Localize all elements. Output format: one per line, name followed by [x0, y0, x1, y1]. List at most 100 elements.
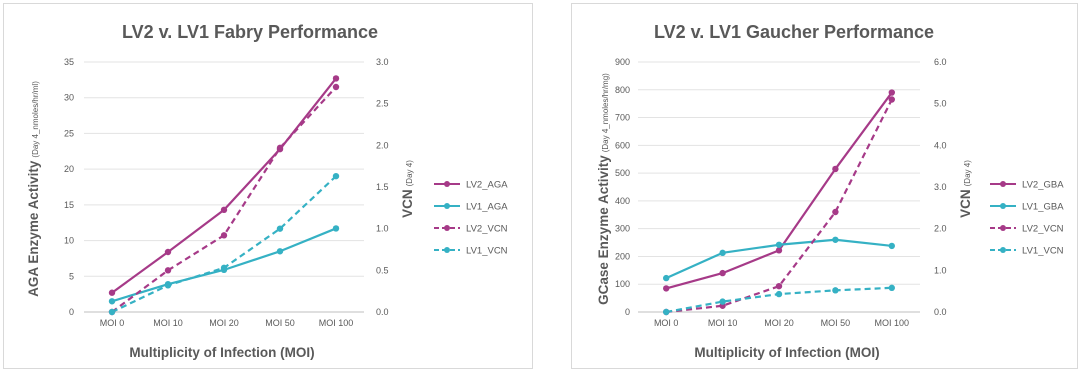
data-point-lv2_gba: [832, 165, 839, 173]
y-tick-label: 0: [625, 307, 630, 317]
legend-label: LV1_VCN: [1022, 246, 1064, 257]
y-tick-label: 35: [64, 57, 74, 67]
legend-label: LV1_VCN: [466, 246, 508, 257]
data-point-lv2_vcn: [164, 267, 172, 274]
data-point-lv1_gba: [719, 249, 726, 257]
y-tick-label: 30: [64, 93, 74, 103]
x-axis-title: Multiplicity of Infection (MOI): [694, 345, 879, 360]
x-tick-label: MOI 100: [875, 318, 910, 328]
data-point-lv2_vcn: [276, 144, 284, 152]
y-axis-title: AGA Enzyme Activity (Day 4_nmoles/hr/ml): [26, 81, 41, 297]
data-point-lv1_vcn: [719, 298, 726, 305]
x-tick-label: MOI 50: [265, 318, 295, 328]
fabry-chart-panel: LV2 v. LV1 Fabry Performance 0 5 10 15 20 25 3…: [3, 3, 533, 369]
legend: LV2_AGA LV1_AGA LV2_VCN LV1_VCN: [434, 180, 508, 257]
data-point-lv2_gba: [719, 269, 726, 277]
legend-marker: [1000, 225, 1006, 231]
data-point-lv2_aga: [332, 75, 340, 82]
y2-tick-label: 3.0: [376, 57, 389, 67]
y-tick-label: 500: [615, 168, 630, 178]
y-axis-title: GCase Enzyme Activity (Day 4_nmoles/hr/mg…: [596, 73, 611, 305]
legend-marker: [444, 247, 450, 253]
legend-label: LV1_AGA: [466, 202, 508, 213]
data-point-lv1_vcn: [164, 282, 172, 289]
y2-tick-label: 0.5: [376, 265, 389, 275]
data-point-lv2_vcn: [332, 83, 340, 91]
data-point-lv2_aga: [220, 206, 228, 214]
y2-tick-label: 0.0: [376, 307, 389, 317]
y-tick-label: 700: [615, 113, 630, 123]
gaucher-chart: LV2 v. LV1 Gaucher Performance 0 100 200 30…: [596, 22, 1064, 360]
y-tick-label: 600: [615, 140, 630, 150]
legend-marker: [444, 225, 450, 231]
y2-axis-title-sub: (Day 4): [963, 160, 972, 187]
y2-axis-title: VCN (Day 4): [400, 160, 415, 218]
y-tick-label: 0: [69, 307, 74, 317]
y2-tick-label: 4.0: [934, 140, 947, 150]
y2-tick-label: 2.0: [376, 140, 389, 150]
data-point-lv2_vcn: [832, 208, 839, 216]
y-tick-label: 100: [615, 279, 630, 289]
legend: LV2_GBA LV1_GBA LV2_VCN LV1_VCN: [990, 180, 1064, 257]
y-tick-label: 200: [615, 251, 630, 261]
legend-label: LV2_AGA: [466, 180, 508, 191]
x-tick-label: MOI 20: [764, 318, 794, 328]
data-point-lv1_vcn: [888, 284, 895, 292]
y-tick-label: 20: [64, 164, 74, 174]
legend-marker: [444, 203, 450, 209]
data-point-lv1_vcn: [663, 308, 670, 316]
y2-axis-title-main: VCN: [958, 189, 973, 218]
y2-tick-label: 1.0: [934, 265, 947, 275]
y-tick-label: 15: [64, 200, 74, 210]
series-line-lv2_vcn: [666, 99, 893, 314]
x-tick-label: MOI 0: [654, 318, 679, 328]
series-line-lv2_aga: [111, 77, 337, 294]
y2-tick-label: 0.0: [934, 307, 947, 317]
series-line-lv2_gba: [665, 91, 893, 290]
legend-marker: [1000, 181, 1006, 187]
data-point-lv1_aga: [108, 298, 116, 305]
y2-tick-label: 1.0: [376, 224, 389, 234]
x-tick-label: MOI 10: [153, 318, 183, 328]
y2-axis-title-sub: (Day 4): [405, 160, 414, 187]
data-point-lv1_aga: [276, 248, 284, 255]
data-point-lv1_vcn: [276, 225, 284, 232]
y2-tick-label: 1.5: [376, 182, 389, 192]
data-point-lv1_vcn: [775, 290, 783, 298]
gaucher-chart-panel: LV2 v. LV1 Gaucher Performance 0 100 200 30…: [571, 3, 1078, 369]
y-tick-label: 400: [615, 196, 630, 206]
data-point-lv1_gba: [888, 242, 895, 250]
data-point-lv1_gba: [832, 236, 839, 243]
legend-marker: [444, 181, 450, 187]
y-tick-label: 300: [615, 224, 630, 234]
x-tick-label: MOI 100: [319, 318, 354, 328]
data-point-lv1_vcn: [108, 308, 116, 316]
legend-label: LV2_VCN: [1022, 224, 1064, 235]
y2-tick-label: 3.0: [934, 182, 947, 192]
y-axis-title-sub: (Day 4_nmoles/hr/ml): [31, 81, 40, 158]
x-axis-title: Multiplicity of Infection (MOI): [129, 345, 314, 360]
x-tick-label: MOI 10: [708, 318, 738, 328]
x-tick-label: MOI 50: [821, 318, 851, 328]
y-tick-label: 25: [64, 128, 74, 138]
data-point-lv2_gba: [663, 285, 670, 292]
chart-title: LV2 v. LV1 Fabry Performance: [122, 22, 378, 42]
y2-tick-label: 2.5: [376, 99, 389, 109]
data-point-lv2_vcn: [888, 96, 895, 103]
data-point-lv2_aga: [108, 289, 116, 296]
data-point-lv2_gba: [888, 89, 895, 96]
legend-label: LV1_GBA: [1022, 202, 1064, 213]
legend-marker: [1000, 203, 1006, 209]
y-axis-title-sub: (Day 4_nmoles/hr/mg): [601, 73, 610, 152]
legend-marker: [1000, 247, 1006, 253]
y-axis-title-main: GCase Enzyme Activity: [596, 155, 611, 305]
data-point-lv2_gba: [775, 247, 783, 254]
y2-tick-label: 2.0: [934, 224, 947, 234]
x-tick-label: MOI 20: [209, 318, 239, 328]
data-point-lv2_aga: [164, 248, 172, 256]
y-axis-title-main: AGA Enzyme Activity: [26, 160, 41, 297]
data-point-lv1_vcn: [332, 172, 340, 180]
y2-axis-title: VCN (Day 4): [958, 160, 973, 218]
data-point-lv2_vcn: [220, 232, 228, 239]
data-point-lv1_gba: [775, 241, 783, 248]
